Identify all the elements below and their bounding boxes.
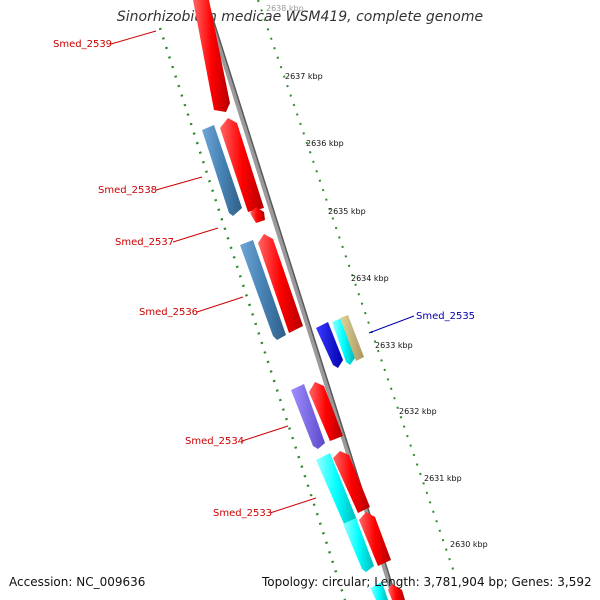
gene-label[interactable]: Smed_2536 [139, 307, 198, 318]
gene-label[interactable]: Smed_2533 [213, 508, 272, 519]
scale-label: 2638 kbp [266, 4, 304, 13]
gene-label[interactable]: Smed_2537 [115, 237, 174, 248]
gene-label[interactable]: Smed_2534 [185, 436, 244, 447]
leader-smed-2534 [241, 425, 289, 442]
scale-label: 2631 kbp [424, 474, 462, 483]
gene-bottom-cyan[interactable] [370, 582, 388, 600]
leader-smed-2539 [110, 30, 157, 45]
inner-dotted-track [158, 27, 347, 600]
gene-smed-2533-a[interactable] [316, 453, 357, 527]
gene-bottom-fwd[interactable] [388, 584, 405, 600]
scale-tick-track [257, 0, 456, 576]
gene-smed-2535[interactable] [316, 322, 343, 368]
gene-smed-2533-fwd-a[interactable] [333, 451, 370, 513]
scale-label: 2636 kbp [306, 139, 344, 148]
gene-label-selected[interactable]: Smed_2535 [416, 311, 475, 322]
gene-label[interactable]: Smed_2538 [98, 185, 157, 196]
scale-label: 2637 kbp [285, 72, 323, 81]
scale-label: 2633 kbp [375, 341, 413, 350]
gene-smed-2535-c[interactable] [340, 315, 364, 361]
gene-smed-2533-fwd-b[interactable] [359, 512, 391, 566]
leader-smed-2537 [172, 227, 219, 243]
leader-smed-2538 [155, 176, 203, 191]
gene-smed-2534[interactable] [291, 384, 325, 449]
leader-smed-2536 [196, 296, 244, 313]
gene-smed-2536[interactable] [240, 240, 286, 340]
gene-label[interactable]: Smed_2539 [53, 39, 112, 50]
leader-smed-2535 [368, 315, 415, 334]
gene-smed-2538[interactable] [202, 125, 242, 216]
gene-smed-2535-b[interactable] [332, 318, 355, 365]
scale-label: 2632 kbp [399, 407, 437, 416]
gene-smed-2533-b[interactable] [343, 518, 374, 572]
gene-smed-2537-a[interactable] [220, 118, 264, 212]
gene-smed-2539[interactable] [193, 0, 230, 112]
scale-label: 2634 kbp [351, 274, 389, 283]
gene-smed-2537-b[interactable] [250, 207, 265, 223]
gene-smed-2534-fwd[interactable] [309, 382, 343, 441]
gene-smed-2536-fwd[interactable] [258, 234, 303, 333]
accession-text: Accession: NC_009636 [9, 575, 146, 589]
scale-label: 2635 kbp [328, 207, 366, 216]
scale-label: 2630 kbp [450, 540, 488, 549]
genome-stats-text: Topology: circular; Length: 3,781,904 bp… [262, 575, 592, 589]
leader-smed-2533 [269, 497, 317, 514]
